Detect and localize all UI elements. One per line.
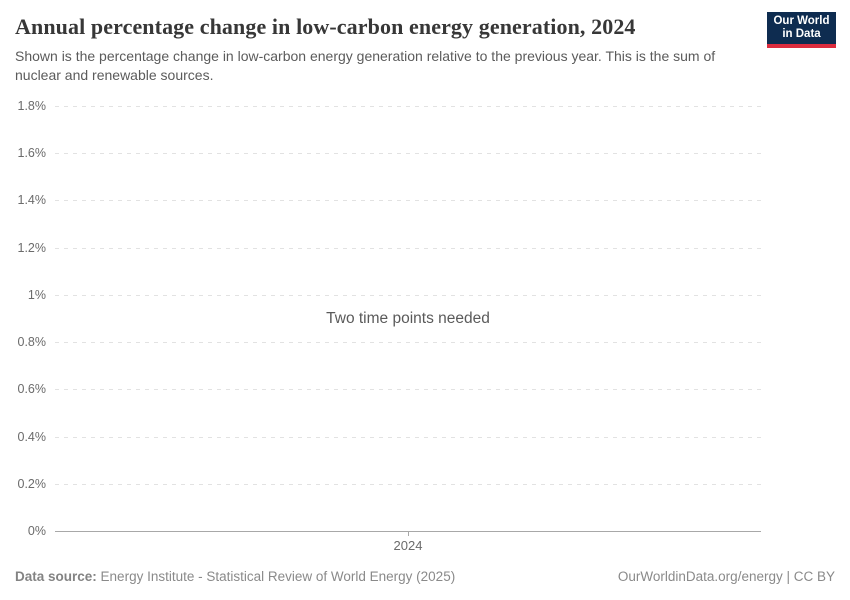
gridline [55,483,761,485]
gridline [55,342,761,344]
owid-logo-line2: in Data [782,28,821,40]
y-axis-tick-label: 1% [27,287,46,302]
gridline [55,153,761,155]
no-data-message: Two time points needed [326,309,490,327]
gridline [55,247,761,249]
gridline [55,200,761,202]
gridline [55,294,761,296]
chart-title: Annual percentage change in low-carbon e… [15,14,636,39]
license-note: OurWorldinData.org/energy | CC BY [618,569,835,584]
gridline [55,436,761,438]
y-axis-tick-label: 0.6% [17,382,47,397]
data-source-link[interactable]: Energy Institute - Statistical Review of… [100,569,456,584]
data-source-note: Data source: Energy Institute - Statisti… [15,569,455,584]
y-axis-tick-label: 0.2% [17,476,47,491]
y-axis-tick-label: 0.4% [17,429,47,444]
x-axis-tick [408,531,409,536]
gridline [55,106,761,107]
owid-logo[interactable]: Our World in Data [767,12,836,48]
y-axis-tick-label: 0.8% [17,335,47,350]
x-axis-tick-label: 2024 [393,538,423,553]
data-source-label: Data source: [15,569,97,584]
y-axis-tick-label: 1.6% [17,146,47,161]
chart-footer: Data source: Energy Institute - Statisti… [15,569,835,584]
y-axis-tick-label: 0% [27,524,46,538]
gridline [55,389,761,391]
y-axis-tick-label: 1.8% [17,99,47,113]
chart-header: Annual percentage change in low-carbon e… [15,14,835,84]
y-axis-tick-label: 1.2% [17,240,47,255]
chart-subtitle: Shown is the percentage change in low-ca… [15,48,716,83]
owid-logo-line1: Our World [773,14,830,27]
license-link[interactable]: OurWorldinData.org/energy | CC BY [617,569,835,584]
y-axis-tick-label: 1.4% [17,193,47,208]
